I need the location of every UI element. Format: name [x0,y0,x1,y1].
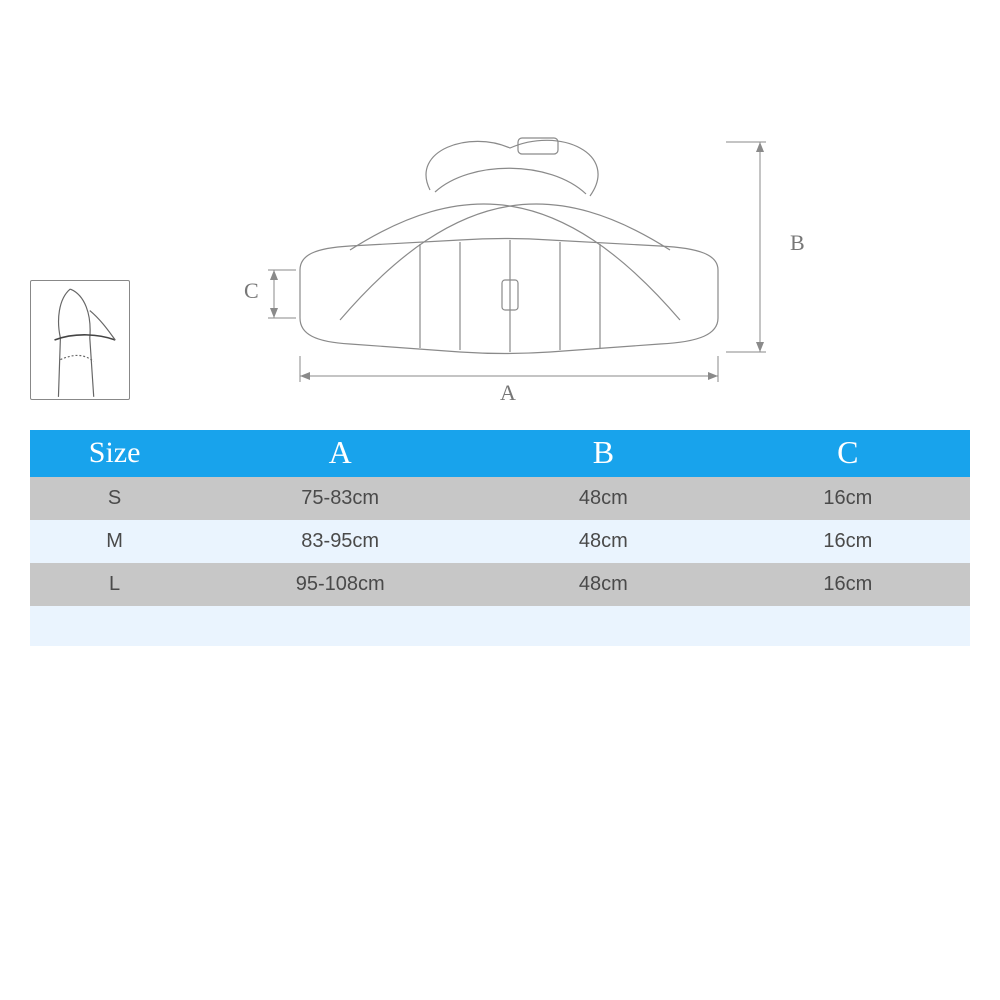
cell-a: 75-83cm [199,477,481,520]
cell-c: 16cm [726,563,970,606]
table-row: L 95-108cm 48cm 16cm [30,563,970,606]
cell-size: M [30,520,199,563]
col-header-b: B [481,430,725,477]
measure-thumbnail [30,280,130,400]
dim-label-a: A [500,380,516,406]
table-row: M 83-95cm 48cm 16cm [30,520,970,563]
dim-label-c: C [244,278,259,304]
diagram-area: A B C [0,120,1000,400]
cell-b: 48cm [481,477,725,520]
size-chart-card: A B C Size A B C S 75-83cm 48cm [0,0,1000,1000]
body-outline-icon [31,281,129,399]
col-header-c: C [726,430,970,477]
size-table-container: Size A B C S 75-83cm 48cm 16cm M 83-95cm… [30,430,970,646]
cell-b: 48cm [481,520,725,563]
cell-a: 83-95cm [199,520,481,563]
product-diagram-icon [260,120,820,400]
cell-a: 95-108cm [199,563,481,606]
dim-label-b: B [790,230,805,256]
col-header-a: A [199,430,481,477]
cell-c: 16cm [726,520,970,563]
cell-c: 16cm [726,477,970,520]
cell-size: L [30,563,199,606]
cell-b: 48cm [481,563,725,606]
size-table: Size A B C S 75-83cm 48cm 16cm M 83-95cm… [30,430,970,606]
cell-size: S [30,477,199,520]
table-row: S 75-83cm 48cm 16cm [30,477,970,520]
col-header-size: Size [30,430,199,477]
table-header-row: Size A B C [30,430,970,477]
